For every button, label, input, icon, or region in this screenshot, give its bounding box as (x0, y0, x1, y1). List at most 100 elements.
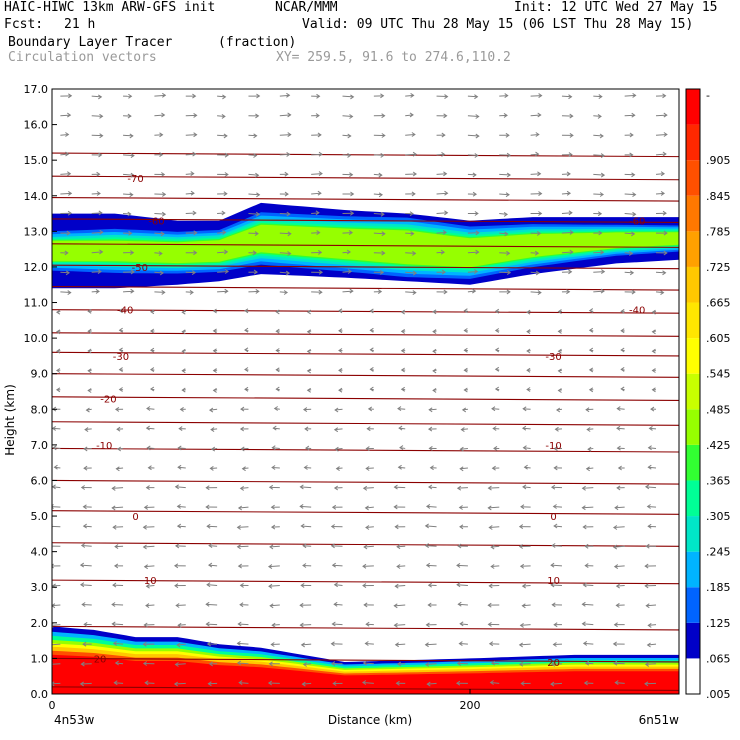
vector-arrowhead (620, 386, 625, 392)
vector-arrowhead (522, 445, 527, 451)
vector-arrow (217, 271, 229, 273)
vector-arrowhead (472, 172, 477, 178)
vector-arrow (185, 291, 194, 293)
vector-arrowhead (381, 231, 386, 237)
vector-arrowhead (550, 562, 555, 568)
vector-arrowhead (587, 446, 592, 452)
vector-arrow (467, 154, 478, 157)
vector-arrowhead (566, 171, 571, 177)
vector-arrowhead (116, 426, 121, 432)
vector-arrowhead (318, 171, 323, 177)
vector-arrowhead (362, 583, 367, 589)
vector-arrowhead (306, 309, 311, 315)
vector-arrowhead (275, 367, 280, 373)
vector-arrowhead (318, 269, 324, 275)
x-tick-label: 200 (460, 699, 481, 712)
vector-arrowhead (244, 308, 249, 314)
vector-arrow (561, 251, 573, 254)
vector-arrowhead (149, 309, 155, 315)
vector-arrowhead (493, 445, 498, 451)
vector-arrow (425, 545, 437, 547)
vector-arrow (499, 252, 510, 254)
vector-arrow (238, 506, 249, 509)
vector-arrowhead (223, 191, 228, 197)
vector-arrowhead (52, 563, 54, 569)
vector-arrow (613, 526, 625, 528)
vector-arrow (175, 663, 186, 666)
vector-arrow (91, 251, 103, 254)
vector-arrowhead (553, 465, 558, 471)
colorbar-swatch (686, 302, 700, 339)
vector-arrowhead (256, 192, 261, 198)
vector-arrowhead (599, 133, 604, 139)
vector-arrowhead (191, 270, 197, 276)
vector-arrowhead (303, 465, 308, 470)
vector-arrowhead (52, 603, 56, 609)
vector-arrowhead (646, 642, 651, 648)
vector-arrow (114, 682, 124, 684)
vector-arrow (499, 173, 511, 176)
vector-arrowhead (644, 661, 650, 667)
vector-arrow (561, 192, 571, 195)
vector-arrowhead (663, 132, 668, 137)
vector-arrowhead (651, 387, 656, 393)
vector-arrow (646, 604, 657, 607)
vector-arrowhead (287, 231, 292, 237)
vector-arrowhead (457, 601, 462, 607)
colorbar-swatch (686, 195, 700, 232)
vector-arrowhead (205, 504, 210, 510)
vector-arrowhead (487, 602, 492, 608)
contour-label: -60 (148, 217, 164, 228)
vector-arrowhead (410, 231, 415, 237)
vector-arrow (311, 232, 320, 234)
vector-arrow (648, 447, 657, 449)
contour-label: 20 (94, 654, 107, 665)
vector-arrowhead (240, 446, 245, 452)
vector-arrowhead (267, 680, 273, 686)
vector-arrowhead (239, 602, 244, 608)
vector-arrowhead (67, 290, 72, 296)
vector-arrow (425, 525, 437, 528)
vector-arrowhead (616, 425, 621, 431)
vector-arrowhead (161, 289, 166, 295)
vector-arrowhead (300, 582, 305, 588)
vector-arrowhead (285, 270, 291, 276)
vector-arrowhead (588, 347, 594, 353)
vector-arrowhead (380, 93, 385, 99)
vector-arrowhead (143, 564, 148, 570)
vector-arrowhead (52, 681, 55, 687)
vector-arrowhead (362, 563, 367, 569)
vector-arrowhead (647, 523, 652, 529)
vector-arrowhead (302, 407, 308, 413)
vector-arrowhead (68, 93, 73, 99)
vector-arrow (60, 173, 71, 175)
vector-arrowhead (222, 94, 227, 100)
vector-arrowhead (177, 445, 182, 451)
vector-arrow (426, 505, 437, 508)
vector-arrowhead (503, 112, 508, 118)
vector-arrowhead (338, 367, 343, 373)
vector-arrow (185, 212, 196, 215)
vector-arrowhead (304, 426, 309, 432)
vector-arrow (614, 565, 625, 568)
vector-arrow (123, 290, 134, 293)
vector-arrowhead (490, 564, 495, 569)
vector-arrowhead (614, 505, 619, 511)
vector-arrowhead (255, 211, 261, 217)
vector-arrowhead (111, 485, 116, 491)
vector-arrow (123, 154, 134, 157)
vector-arrowhead (660, 290, 665, 296)
vector-arrowhead (348, 230, 354, 236)
vector-arrowhead (64, 250, 69, 256)
vector-arrowhead (377, 289, 383, 295)
vector-arrowhead (503, 211, 509, 217)
vector-arrow (425, 643, 437, 646)
vector-arrowhead (181, 387, 186, 393)
vector-arrowhead (208, 407, 214, 413)
vector-arrowhead (283, 290, 289, 295)
vector-arrowhead (302, 563, 307, 568)
vector-arrowhead (581, 601, 586, 607)
vector-arrowhead (130, 288, 135, 294)
vector-arrowhead (212, 387, 217, 393)
vector-arrowhead (335, 466, 340, 472)
